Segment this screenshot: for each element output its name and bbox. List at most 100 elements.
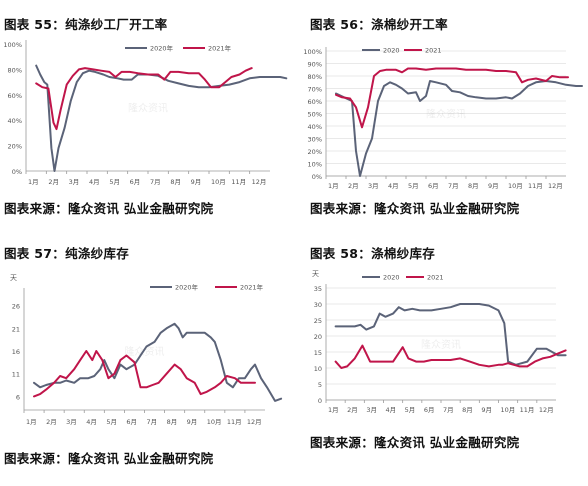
x-tick-label: 11月 — [520, 406, 535, 414]
y-tick-label: 26 — [12, 303, 20, 311]
x-tick-label: 2月 — [348, 182, 359, 190]
x-tick-label: 10月 — [211, 178, 226, 186]
watermark: 隆众资讯 — [128, 102, 168, 115]
x-tick-label: 2月 — [46, 418, 57, 426]
x-tick-label: 11月 — [528, 182, 543, 190]
y-tick-label: 90% — [308, 61, 322, 69]
x-tick-label: 8月 — [170, 178, 181, 186]
watermark: 隆众资讯 — [421, 338, 461, 351]
legend-label: 2020年 — [150, 44, 174, 53]
x-tick-label: 8月 — [462, 406, 473, 414]
x-tick-label: 6月 — [130, 178, 141, 186]
y-tick-label: 40% — [8, 117, 22, 125]
x-tick-label: 12月 — [252, 178, 267, 186]
x-tick-label: 10月 — [508, 182, 523, 190]
chart-svg-55: 0% 20% 40% 60% 80% 100% 1月 2月 3月 4月 5月 6月 7月 8月 9月 10月 1… — [3, 40, 288, 186]
legend-label: 2021 — [427, 274, 444, 282]
y-unit-label: 天 — [312, 270, 319, 278]
x-tick-label: 4月 — [89, 178, 100, 186]
chart-title: 图表 58：涤棉纱库存 — [310, 243, 435, 262]
y-tick-label: 30% — [308, 136, 322, 144]
x-tick-label: 10月 — [501, 406, 516, 414]
y-tick-label: 0% — [312, 173, 322, 181]
chart-title-text: 涤棉纱库存 — [371, 246, 436, 261]
chart-source: 图表来源：隆众资讯 弘业金融研究院 — [4, 451, 214, 466]
y-tick-label: 0% — [12, 168, 22, 176]
chart-source: 图表来源：隆众资讯 弘业金融研究院 — [4, 201, 214, 216]
x-tick-label: 8月 — [167, 418, 178, 426]
x-tick-label: 7月 — [147, 418, 158, 426]
x-tick-label: 6月 — [126, 418, 137, 426]
y-tick-label: 11 — [12, 371, 20, 379]
legend-label: 2020 — [383, 274, 400, 282]
chart-svg-58: 0 5 10 15 20 25 30 35 天 1月 2月 3月 4月 5月 6月 7月 8月 9月 10月 11月 1… — [312, 270, 567, 414]
watermark: 隆众资讯 — [426, 108, 466, 121]
x-tick-label: 9月 — [481, 406, 492, 414]
y-tick-label: 70% — [308, 86, 322, 94]
y-tick-label: 100% — [303, 48, 322, 56]
y-tick-label: 10 — [314, 365, 322, 373]
x-tick-label: 12月 — [247, 418, 262, 426]
x-tick-label: 9月 — [187, 418, 198, 426]
chart-title: 图表 56：涤棉纱开工率 — [310, 14, 448, 33]
y-tick-label: 80% — [308, 73, 322, 81]
legend-label: 2021年 — [240, 283, 264, 292]
x-tick-label: 4月 — [86, 418, 97, 426]
x-tick-label: 9月 — [191, 178, 202, 186]
x-tick-label: 1月 — [28, 178, 39, 186]
y-tick-label: 40% — [308, 123, 322, 131]
x-tick-label: 7月 — [443, 406, 454, 414]
chart-number: 图表 55： — [4, 17, 66, 32]
series-line-2021年 — [33, 350, 256, 398]
y-tick-label: 20 — [314, 333, 322, 341]
chart-title-text: 纯涤纱库存 — [65, 246, 130, 261]
y-tick-label: 35 — [314, 285, 322, 293]
x-tick-label: 4月 — [388, 182, 399, 190]
legend-label: 2021年 — [208, 44, 232, 53]
x-tick-label: 5月 — [106, 418, 117, 426]
x-tick-label: 6月 — [424, 406, 435, 414]
x-tick-label: 2月 — [347, 406, 358, 414]
x-tick-label: 1月 — [328, 406, 339, 414]
y-tick-label: 20% — [8, 143, 22, 151]
x-tick-label: 5月 — [405, 406, 416, 414]
x-tick-label: 3月 — [366, 406, 377, 414]
chart-source: 图表来源：隆众资讯 弘业金融研究院 — [310, 201, 520, 216]
legend-label: 2021 — [425, 47, 442, 55]
chart-title: 图表 55：纯涤纱工厂开工率 — [4, 14, 167, 33]
chart-number: 图表 56： — [310, 17, 372, 32]
x-tick-label: 5月 — [408, 182, 419, 190]
y-unit-label: 天 — [10, 274, 17, 282]
series-line-2020年 — [33, 322, 283, 402]
x-tick-label: 3月 — [368, 182, 379, 190]
chart-title-text: 纯涤纱工厂开工率 — [65, 17, 168, 32]
series-line-2020 — [334, 303, 567, 366]
chart-title-text: 涤棉纱开工率 — [371, 17, 448, 32]
y-tick-label: 25 — [314, 317, 322, 325]
x-tick-label: 12月 — [548, 182, 563, 190]
x-tick-label: 6月 — [428, 182, 439, 190]
x-tick-label: 8月 — [468, 182, 479, 190]
y-tick-label: 60% — [308, 98, 322, 106]
series-line-2021 — [334, 344, 567, 369]
chart-svg-57: 6 11 16 21 26 天 1月 2月 3月 4月 5月 6月 7月 8月 9月 10月 11月 12月 隆众资… — [10, 274, 283, 426]
y-tick-label: 21 — [12, 325, 20, 333]
series-line-2021 — [335, 67, 569, 129]
y-tick-label: 6 — [16, 393, 20, 401]
y-tick-label: 50% — [308, 111, 322, 119]
x-tick-label: 3月 — [66, 418, 77, 426]
legend-label: 2020 — [383, 47, 400, 55]
y-tick-label: 80% — [8, 66, 22, 74]
x-tick-label: 1月 — [328, 182, 339, 190]
x-tick-label: 7月 — [150, 178, 161, 186]
x-tick-label: 7月 — [448, 182, 459, 190]
x-tick-label: 11月 — [227, 418, 242, 426]
y-tick-label: 20% — [308, 148, 322, 156]
chart-source: 图表来源：隆众资讯 弘业金融研究院 — [310, 435, 520, 450]
y-tick-label: 60% — [8, 92, 22, 100]
y-tick-label: 30 — [314, 301, 322, 309]
x-tick-label: 11月 — [231, 178, 246, 186]
x-tick-label: 1月 — [26, 418, 37, 426]
x-tick-label: 10月 — [207, 418, 222, 426]
x-tick-label: 4月 — [386, 406, 397, 414]
